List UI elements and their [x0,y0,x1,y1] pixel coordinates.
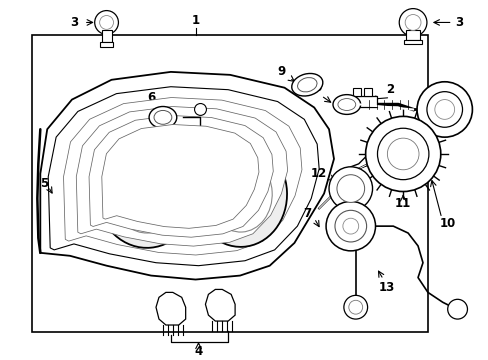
Polygon shape [63,98,301,255]
Text: 5: 5 [40,177,48,190]
Circle shape [377,128,428,180]
Text: 3: 3 [70,16,78,29]
Text: 13: 13 [378,281,394,294]
Text: 12: 12 [310,167,326,180]
Circle shape [95,10,118,34]
Ellipse shape [207,155,272,232]
Ellipse shape [193,140,286,247]
Bar [352,88,360,96]
Text: 9: 9 [277,66,285,78]
Polygon shape [205,289,235,321]
Ellipse shape [111,154,181,233]
Bar [363,88,371,96]
Circle shape [343,295,367,319]
Polygon shape [89,116,273,237]
Circle shape [100,15,113,30]
Text: 7: 7 [303,207,311,220]
Text: 4: 4 [194,345,202,358]
Circle shape [194,104,206,116]
Bar [100,42,113,47]
Text: 8: 8 [312,81,321,94]
Text: 10: 10 [439,217,455,230]
Bar [102,30,111,42]
Circle shape [447,299,467,319]
Circle shape [342,218,358,234]
Ellipse shape [337,99,355,111]
Ellipse shape [97,139,195,248]
Circle shape [416,82,471,137]
Circle shape [426,92,462,127]
Ellipse shape [332,95,360,114]
Circle shape [405,14,420,30]
Circle shape [386,138,418,170]
Bar [404,40,421,44]
Polygon shape [156,292,185,325]
Polygon shape [76,107,287,246]
Ellipse shape [149,107,176,128]
Ellipse shape [297,78,316,92]
Circle shape [325,201,375,251]
Ellipse shape [154,111,171,124]
Bar [348,96,376,108]
Text: 11: 11 [394,197,410,210]
Ellipse shape [291,73,322,96]
Polygon shape [48,87,319,266]
Polygon shape [102,125,259,228]
Circle shape [336,175,364,202]
Circle shape [434,100,454,120]
Bar [32,35,427,332]
Circle shape [334,210,366,242]
Polygon shape [40,72,333,279]
Text: 6: 6 [146,91,155,104]
Circle shape [348,300,362,314]
Circle shape [398,9,426,36]
Bar [406,30,419,40]
Text: 2: 2 [386,83,394,96]
Circle shape [365,116,440,192]
Text: 3: 3 [454,16,463,29]
Circle shape [328,167,372,210]
Text: 1: 1 [191,14,199,27]
